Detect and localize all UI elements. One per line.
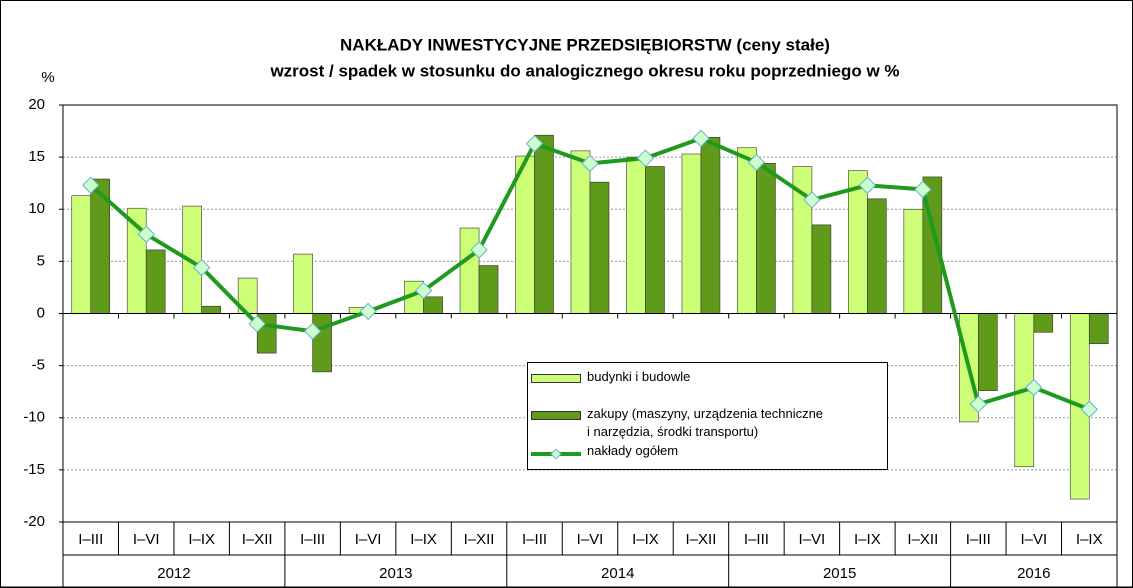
x-tick-label: I–VI [133, 531, 160, 548]
x-tick-label: I–VI [1020, 531, 1047, 548]
bar [312, 313, 332, 373]
chart-title: NAKŁADY INWESTYCYJNE PRZEDSIĘBIORSTW (ce… [340, 35, 830, 54]
bar [867, 198, 887, 314]
bar [978, 313, 998, 391]
year-label: 2012 [157, 565, 190, 582]
y-tick-label: -20 [23, 513, 45, 530]
marker [82, 176, 100, 194]
x-tick-label: I–III [522, 531, 547, 548]
x-tick-label: I–III [744, 531, 769, 548]
bar [459, 227, 480, 314]
bar [645, 166, 665, 314]
bar [848, 170, 868, 314]
y-tick-label: 5 [37, 252, 45, 269]
x-tick-label: I–III [966, 531, 991, 548]
legend: budynki i budowle zakupy (maszyny, urządz… [527, 362, 888, 470]
marker [636, 149, 655, 167]
marker [525, 134, 544, 153]
x-tick-label: I–III [300, 531, 325, 548]
bar [71, 195, 92, 314]
x-tick-label: I–XII [464, 531, 495, 548]
bar [756, 163, 776, 314]
bar [534, 134, 554, 314]
x-tick-label: I–IX [632, 531, 659, 548]
x-tick-label: I–VI [577, 531, 604, 548]
marker [192, 258, 211, 277]
marker [803, 191, 821, 209]
marker [414, 281, 433, 300]
marker [581, 154, 599, 173]
x-tick-label: I–VI [355, 531, 382, 548]
marker [470, 241, 488, 259]
marker [858, 176, 877, 194]
marker [359, 302, 377, 321]
bar [570, 150, 591, 314]
x-tick-label: I–XII [907, 531, 938, 548]
marker [137, 225, 155, 243]
marker [969, 395, 988, 413]
legend-label: zakupy (maszyny, urządzenia techniczne i… [587, 406, 824, 439]
chart-subtitle: wzrost / spadek w stosunku do analogiczn… [269, 61, 899, 80]
bar [681, 153, 702, 314]
x-tick-label: I–IX [188, 531, 215, 548]
legend-line-icon [531, 448, 581, 460]
x-tick-label: I–VI [799, 531, 826, 548]
y-axis-label: % [41, 69, 54, 86]
y-tick-label: 15 [28, 148, 45, 165]
year-label: 2013 [379, 565, 412, 582]
x-tick-label: I–XII [686, 531, 717, 548]
marker [1080, 400, 1098, 419]
bar [1033, 313, 1054, 333]
bar [293, 253, 313, 314]
legend-item: budynki i budowle [528, 369, 691, 386]
x-tick-label: I–IX [854, 531, 881, 548]
bar [201, 305, 221, 314]
bar [423, 296, 443, 314]
marker [1025, 378, 1043, 397]
y-tick-label: 10 [28, 200, 45, 217]
x-tick-label: I–XII [242, 531, 273, 548]
bar [737, 147, 757, 314]
legend-swatch [531, 411, 581, 420]
y-tick-label: -5 [32, 357, 45, 374]
legend-label: nakłady ogółem [587, 443, 679, 458]
y-tick-label: -10 [23, 409, 45, 426]
bar [903, 208, 924, 314]
x-tick-label: I–IX [1076, 531, 1103, 548]
plot-frame [62, 104, 1118, 523]
bar [478, 265, 499, 314]
bar [811, 224, 832, 314]
bar [515, 155, 535, 314]
marker [747, 153, 766, 172]
marker [248, 315, 266, 333]
y-tick-label: 20 [28, 96, 45, 113]
bar [626, 156, 646, 314]
x-tick-label: I–IX [410, 531, 437, 548]
legend-line [531, 447, 581, 460]
legend-item: zakupy (maszyny, urządzenia techniczne i… [528, 406, 824, 441]
y-tick-label: -15 [23, 461, 45, 478]
year-label: 2015 [823, 565, 856, 582]
marker [303, 322, 322, 340]
year-label: 2016 [1017, 565, 1050, 582]
bar [145, 249, 166, 314]
legend-swatch [531, 374, 581, 383]
marker [692, 129, 710, 148]
marker [914, 180, 932, 199]
legend-item: nakłady ogółem [528, 443, 679, 460]
bar [589, 181, 610, 314]
legend-label: budynki i budowle [587, 369, 691, 384]
year-label: 2014 [601, 565, 634, 582]
y-tick-label: 0 [37, 304, 45, 321]
bar [700, 137, 721, 314]
x-tick-label: I–III [78, 531, 103, 548]
bar [1088, 313, 1109, 345]
